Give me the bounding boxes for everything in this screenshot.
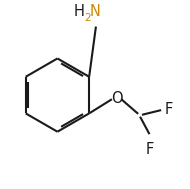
- Text: H: H: [74, 4, 85, 19]
- Text: 2: 2: [85, 13, 91, 23]
- Text: N: N: [90, 4, 101, 19]
- Text: F: F: [146, 142, 154, 157]
- Text: F: F: [165, 102, 173, 117]
- Text: O: O: [111, 91, 123, 106]
